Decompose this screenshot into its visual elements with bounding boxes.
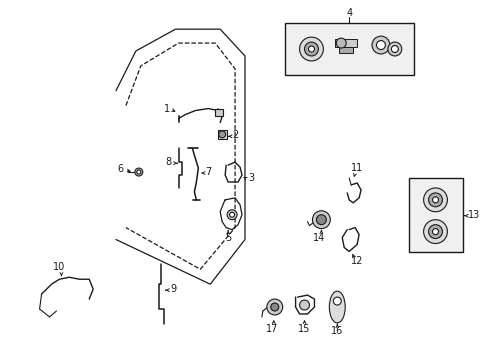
Text: 7: 7 bbox=[205, 167, 211, 177]
Circle shape bbox=[423, 220, 447, 243]
Text: 6: 6 bbox=[117, 164, 123, 174]
Bar bbox=[215, 109, 223, 117]
Bar bbox=[339, 47, 352, 53]
Circle shape bbox=[376, 41, 385, 50]
Circle shape bbox=[371, 36, 389, 54]
Circle shape bbox=[218, 131, 225, 138]
Circle shape bbox=[387, 42, 401, 56]
Text: 15: 15 bbox=[298, 324, 310, 334]
Text: 1: 1 bbox=[163, 104, 169, 113]
Circle shape bbox=[299, 300, 309, 310]
Circle shape bbox=[312, 211, 330, 229]
Text: 11: 11 bbox=[350, 163, 363, 173]
Bar bbox=[408, 178, 462, 252]
Circle shape bbox=[427, 193, 442, 207]
Circle shape bbox=[135, 168, 142, 176]
Text: 13: 13 bbox=[468, 210, 480, 220]
Text: 2: 2 bbox=[232, 130, 238, 140]
Text: 9: 9 bbox=[170, 284, 176, 294]
Circle shape bbox=[308, 46, 314, 52]
Text: 10: 10 bbox=[53, 262, 65, 272]
Circle shape bbox=[336, 38, 346, 48]
Circle shape bbox=[137, 170, 141, 174]
Text: 16: 16 bbox=[330, 326, 343, 336]
Circle shape bbox=[226, 210, 237, 220]
Text: 5: 5 bbox=[224, 233, 231, 243]
Bar bbox=[284, 23, 413, 75]
Bar bbox=[335, 39, 356, 47]
Circle shape bbox=[333, 297, 341, 305]
Ellipse shape bbox=[328, 291, 345, 323]
Circle shape bbox=[427, 225, 442, 239]
Circle shape bbox=[432, 229, 438, 235]
Text: 17: 17 bbox=[265, 324, 277, 334]
Circle shape bbox=[304, 42, 318, 56]
Bar bbox=[218, 130, 226, 139]
Circle shape bbox=[299, 37, 323, 61]
Circle shape bbox=[266, 299, 282, 315]
Circle shape bbox=[432, 197, 438, 203]
Text: 8: 8 bbox=[165, 157, 171, 167]
Circle shape bbox=[316, 215, 325, 225]
Circle shape bbox=[390, 46, 398, 53]
Circle shape bbox=[229, 212, 234, 217]
Text: 12: 12 bbox=[350, 256, 363, 266]
Text: 3: 3 bbox=[247, 173, 254, 183]
Circle shape bbox=[270, 303, 278, 311]
Circle shape bbox=[423, 188, 447, 212]
Text: 4: 4 bbox=[346, 8, 351, 18]
Text: 14: 14 bbox=[313, 233, 325, 243]
